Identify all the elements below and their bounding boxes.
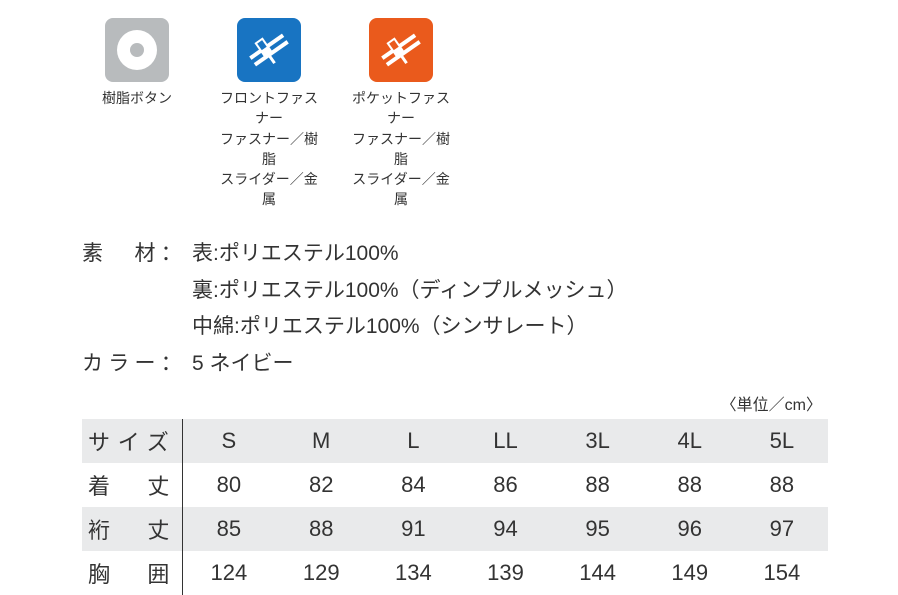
size-header-label: サイズ bbox=[82, 419, 182, 463]
size-cell: 88 bbox=[736, 463, 828, 507]
feature-icons-row: 樹脂ボタン フロントファスナー ファスナー／樹脂 スライダー／金属 ポケットファ… bbox=[82, 18, 828, 210]
size-row: 胸 囲124129134139144149154 bbox=[82, 551, 828, 595]
front-fastener-icon bbox=[237, 18, 301, 82]
material-values: 表:ポリエステル100%裏:ポリエステル100%（ディンプルメッシュ）中綿:ポリ… bbox=[192, 236, 828, 346]
color-label: カラー： bbox=[82, 346, 192, 383]
size-column-header: S bbox=[182, 419, 275, 463]
size-table-head: サイズ SMLLL3L4L5L bbox=[82, 419, 828, 463]
button-icon-label: 樹脂ボタン bbox=[102, 88, 172, 108]
size-cell: 144 bbox=[552, 551, 644, 595]
material-line: 裏:ポリエステル100%（ディンプルメッシュ） bbox=[192, 273, 828, 310]
size-row: 裄 丈85889194959697 bbox=[82, 507, 828, 551]
color-value: 5 ネイビー bbox=[192, 346, 828, 383]
material-row: 素 材： 表:ポリエステル100%裏:ポリエステル100%（ディンプルメッシュ）… bbox=[82, 236, 828, 346]
size-cell: 88 bbox=[644, 463, 736, 507]
size-cell: 91 bbox=[367, 507, 459, 551]
size-row-label: 裄 丈 bbox=[82, 507, 182, 551]
pocket-fastener-icon-label: ポケットファスナー ファスナー／樹脂 スライダー／金属 bbox=[346, 88, 456, 210]
size-row-label: 着 丈 bbox=[82, 463, 182, 507]
size-cell: 154 bbox=[736, 551, 828, 595]
material-label: 素 材： bbox=[82, 236, 192, 346]
button-icon-block: 樹脂ボタン bbox=[82, 18, 192, 108]
product-info: 素 材： 表:ポリエステル100%裏:ポリエステル100%（ディンプルメッシュ）… bbox=[82, 236, 828, 383]
size-cell: 139 bbox=[459, 551, 551, 595]
size-header-row: サイズ SMLLL3L4L5L bbox=[82, 419, 828, 463]
unit-note: 〈単位／cm〉 bbox=[82, 391, 828, 415]
size-cell: 124 bbox=[182, 551, 275, 595]
color-row: カラー： 5 ネイビー bbox=[82, 346, 828, 383]
size-cell: 80 bbox=[182, 463, 275, 507]
size-column-header: LL bbox=[459, 419, 551, 463]
size-cell: 97 bbox=[736, 507, 828, 551]
size-table-body: 着 丈80828486888888裄 丈85889194959697胸 囲124… bbox=[82, 463, 828, 595]
size-cell: 134 bbox=[367, 551, 459, 595]
size-column-header: 4L bbox=[644, 419, 736, 463]
size-cell: 88 bbox=[552, 463, 644, 507]
size-column-header: M bbox=[275, 419, 367, 463]
size-cell: 95 bbox=[552, 507, 644, 551]
size-cell: 82 bbox=[275, 463, 367, 507]
size-row: 着 丈80828486888888 bbox=[82, 463, 828, 507]
front-fastener-icon-block: フロントファスナー ファスナー／樹脂 スライダー／金属 bbox=[214, 18, 324, 210]
size-cell: 84 bbox=[367, 463, 459, 507]
size-cell: 94 bbox=[459, 507, 551, 551]
size-column-header: 3L bbox=[552, 419, 644, 463]
size-column-header: 5L bbox=[736, 419, 828, 463]
size-cell: 96 bbox=[644, 507, 736, 551]
material-line: 中綿:ポリエステル100%（シンサレート） bbox=[192, 309, 828, 346]
pocket-fastener-icon-block: ポケットファスナー ファスナー／樹脂 スライダー／金属 bbox=[346, 18, 456, 210]
front-fastener-icon-label: フロントファスナー ファスナー／樹脂 スライダー／金属 bbox=[214, 88, 324, 210]
size-cell: 149 bbox=[644, 551, 736, 595]
material-line: 表:ポリエステル100% bbox=[192, 236, 828, 273]
size-cell: 85 bbox=[182, 507, 275, 551]
button-icon bbox=[105, 18, 169, 82]
size-cell: 129 bbox=[275, 551, 367, 595]
size-column-header: L bbox=[367, 419, 459, 463]
size-cell: 88 bbox=[275, 507, 367, 551]
pocket-fastener-icon bbox=[369, 18, 433, 82]
size-row-label: 胸 囲 bbox=[82, 551, 182, 595]
size-table: サイズ SMLLL3L4L5L 着 丈80828486888888裄 丈8588… bbox=[82, 419, 828, 595]
size-cell: 86 bbox=[459, 463, 551, 507]
